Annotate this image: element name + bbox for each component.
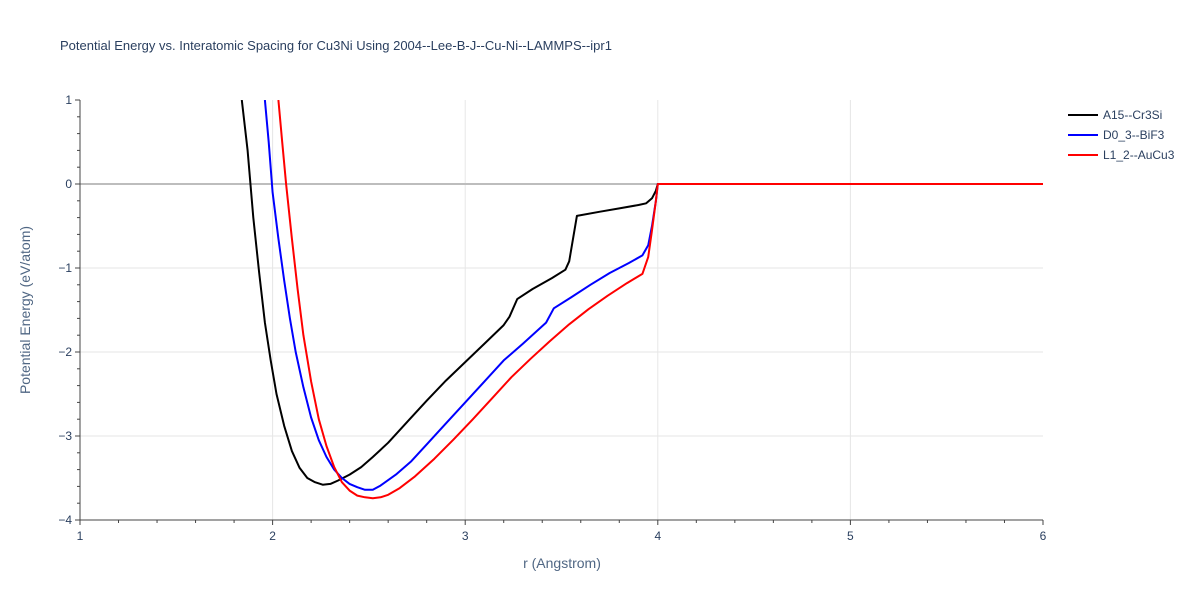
plot-area xyxy=(240,100,1043,500)
y-tick-label: 1 xyxy=(65,93,72,107)
x-tick-label: 3 xyxy=(462,529,469,543)
y-tick-label: 0 xyxy=(65,177,72,191)
x-tick-label: 4 xyxy=(654,529,661,543)
y-tick-label: −4 xyxy=(58,513,72,527)
chart-title: Potential Energy vs. Interatomic Spacing… xyxy=(60,38,612,53)
legend-item[interactable]: A15--Cr3Si xyxy=(1068,108,1162,122)
legend-item[interactable]: L1_2--AuCu3 xyxy=(1068,148,1175,162)
y-axis-title: Potential Energy (eV/atom) xyxy=(17,226,33,394)
y-tick-label: −2 xyxy=(58,345,72,359)
series-line-1[interactable] xyxy=(240,100,1043,486)
grid xyxy=(75,99,1044,525)
legend-item[interactable]: D0_3--BiF3 xyxy=(1068,128,1165,142)
legend[interactable]: A15--Cr3Si D0_3--BiF3 L1_2--AuCu3 xyxy=(1068,108,1175,162)
y-tick-label: −3 xyxy=(58,429,72,443)
y-tick-label: −1 xyxy=(58,261,72,275)
series-line-3[interactable] xyxy=(277,100,1043,500)
tick-labels: 1 2 3 4 5 6 1 0 −1 −2 −3 −4 xyxy=(58,93,1046,543)
x-tick-label: 1 xyxy=(77,529,84,543)
x-tick-label: 6 xyxy=(1040,529,1047,543)
x-tick-label: 5 xyxy=(847,529,854,543)
series-line-2[interactable] xyxy=(263,100,1043,491)
legend-label: A15--Cr3Si xyxy=(1103,108,1162,122)
legend-label: D0_3--BiF3 xyxy=(1103,128,1165,142)
x-axis-title: r (Angstrom) xyxy=(523,555,601,571)
legend-label: L1_2--AuCu3 xyxy=(1103,148,1175,162)
x-tick-label: 2 xyxy=(269,529,276,543)
